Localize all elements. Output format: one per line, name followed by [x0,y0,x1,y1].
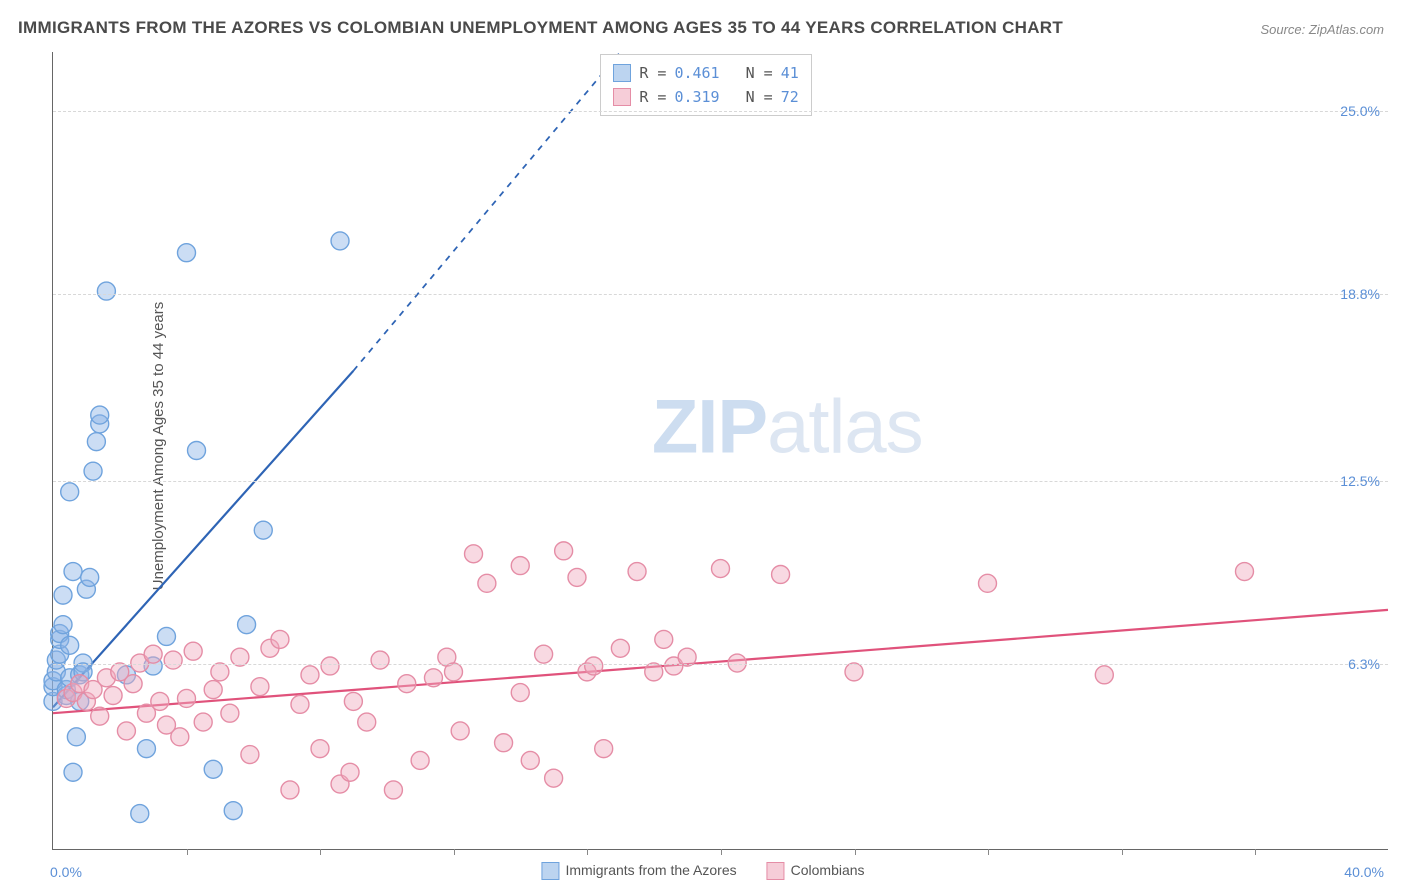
r-value: 0.319 [674,85,719,109]
legend-swatch [613,88,631,106]
n-label: N = [746,61,773,85]
chart-area: ZIPatlas R =0.461N =41R =0.319N =72 6.3%… [52,52,1388,850]
grid-line [53,294,1388,295]
y-tick-label: 25.0% [1340,103,1380,119]
x-tick [721,849,722,855]
n-value: 72 [781,85,799,109]
y-tick-label: 18.8% [1340,286,1380,302]
x-tick [454,849,455,855]
r-label: R = [639,85,666,109]
plot-svg [53,52,1388,849]
y-tick-label: 6.3% [1348,656,1380,672]
n-label: N = [746,85,773,109]
x-tick [1255,849,1256,855]
x-axis-min-label: 0.0% [50,864,82,880]
x-tick [320,849,321,855]
grid-line [53,111,1388,112]
x-tick [587,849,588,855]
legend-swatch [613,64,631,82]
n-value: 41 [781,61,799,85]
chart-title: IMMIGRANTS FROM THE AZORES VS COLOMBIAN … [18,18,1063,38]
legend-item: Colombians [767,862,865,880]
x-tick [988,849,989,855]
x-tick [1122,849,1123,855]
source-text: Source: ZipAtlas.com [1260,22,1384,37]
stats-legend: R = 0.461 N = 41 R = 0.319 N = 72 [600,54,811,116]
series-legend: Immigrants from the Azores Colombians [541,862,864,880]
grid-line [53,481,1388,482]
legend-item: Immigrants from the Azores [541,862,736,880]
x-tick [855,849,856,855]
x-axis-max-label: 40.0% [1344,864,1384,880]
stat-legend-row: R = 0.461 N = 41 [613,61,798,85]
legend-swatch [541,862,559,880]
grid-line [53,664,1388,665]
y-tick-label: 12.5% [1340,473,1380,489]
legend-label: Colombians [791,862,865,878]
x-tick [187,849,188,855]
r-label: R = [639,61,666,85]
legend-swatch [767,862,785,880]
stat-legend-row: R = 0.319 N = 72 [613,85,798,109]
legend-label: Immigrants from the Azores [565,862,736,878]
r-value: 0.461 [674,61,719,85]
